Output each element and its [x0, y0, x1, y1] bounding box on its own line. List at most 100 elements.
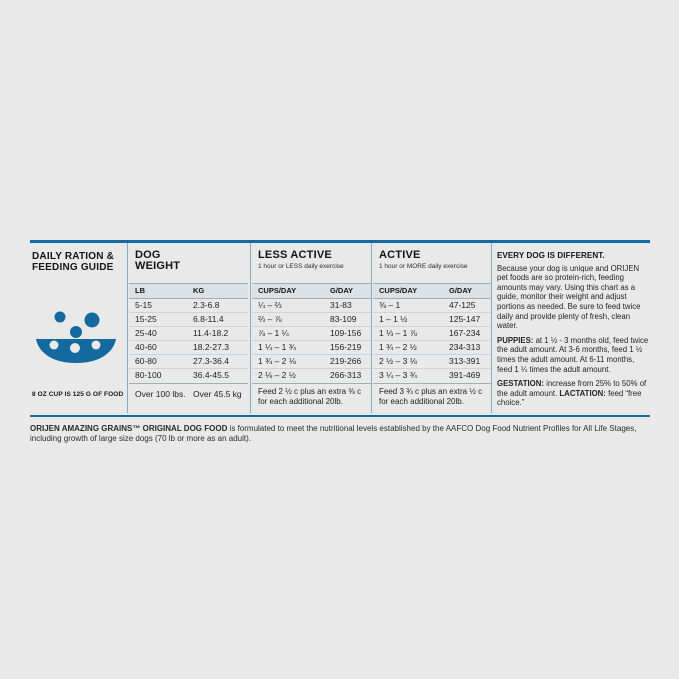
gestation-text: increase from 25% to 50% of the adult am… [497, 379, 647, 398]
cell-kg: 2.3-6.8 [193, 300, 220, 310]
cell-lb: 25-40 [135, 328, 157, 338]
top-rule [30, 240, 650, 243]
col-header-g-day: G/DAY [449, 286, 473, 295]
vertical-divider [127, 243, 128, 413]
vertical-divider [250, 243, 251, 413]
over-100-row: Over 100 lbs. Over 45.5 kg [129, 383, 248, 399]
cell-kg: 27.3-36.4 [193, 356, 229, 366]
cell-lb: 40-60 [135, 342, 157, 352]
dog-weight-title: DOG WEIGHT [135, 250, 248, 272]
cell-cups: 1 ¾ – 2 ½ [379, 342, 417, 352]
vertical-divider [491, 243, 492, 413]
less-active-header: LESS ACTIVE 1 hour or LESS daily exercis… [252, 243, 371, 283]
col-header-lb: LB [135, 286, 145, 295]
cell-kg: 18.2-27.3 [193, 342, 229, 352]
guide-title-line1: DAILY RATION & [32, 251, 115, 262]
cell-lb: 60-80 [135, 356, 157, 366]
cell-grams: 234-313 [449, 342, 481, 352]
table-row: ⅞ – 1 ¼ 109-156 [252, 327, 371, 341]
cell-cups: 3 ¼ – 3 ¾ [379, 370, 417, 380]
puppies-text: at 1 ½ - 3 months old, feed twice the ad… [497, 335, 649, 374]
weight-subheader-row: LB KG [129, 283, 248, 299]
table-row: ⅔ – ⅞ 83-109 [252, 313, 371, 327]
cell-kg: 36.4-45.5 [193, 370, 229, 380]
table-row: ⅜ – 1 47-125 [373, 299, 491, 313]
less-active-over-note: Feed 2 ½ c plus an extra ⅜ c for each ad… [252, 383, 371, 407]
cell-cups: 1 ¼ – 1 ¾ [258, 342, 296, 352]
table-row: 1 ¼ – 1 ¾ 156-219 [252, 341, 371, 355]
guide-title-line2: FEEDING GUIDE [32, 262, 114, 273]
feeding-guide-body: DAILY RATION & FEEDING GUIDE 8 OZ CUP IS… [30, 243, 650, 415]
table-row: 1 ¾ – 2 ⅛ 219-266 [252, 355, 371, 369]
guide-title: DAILY RATION & FEEDING GUIDE [32, 251, 114, 273]
feeding-guide-panel: DAILY RATION & FEEDING GUIDE 8 OZ CUP IS… [30, 240, 650, 444]
aafco-text: is formulated to meet the nutritional le… [30, 424, 637, 443]
col-header-cups-day: CUPS/DAY [379, 286, 418, 295]
table-row: 1 ¾ – 2 ½ 234-313 [373, 341, 491, 355]
active-header: ACTIVE 1 hour or MORE daily exercise [373, 243, 491, 283]
table-row: 2 ½ – 3 ⅛ 313-391 [373, 355, 491, 369]
cup-measure-note: 8 OZ CUP IS 125 G OF FOOD [32, 391, 124, 398]
active-subheader-row: CUPS/DAY G/DAY [373, 283, 491, 299]
cell-grams: 125-147 [449, 314, 481, 324]
cell-grams: 313-391 [449, 356, 481, 366]
info-intro: Because your dog is unique and ORIJEN pe… [497, 263, 641, 331]
table-row: 80-100 36.4-45.5 [129, 369, 248, 383]
less-active-subtitle: 1 hour or LESS daily exercise [258, 263, 344, 270]
guide-label-column: DAILY RATION & FEEDING GUIDE 8 OZ CUP IS… [30, 243, 125, 413]
less-active-column: LESS ACTIVE 1 hour or LESS daily exercis… [252, 243, 371, 407]
dog-weight-title-line1: DOG [135, 249, 161, 261]
cell-cups: ⅜ – 1 [379, 300, 401, 310]
puppies-label: PUPPIES: [497, 335, 534, 345]
info-heading: EVERY DOG IS DIFFERENT. [497, 251, 605, 260]
table-row: ¼ – ⅔ 31-83 [252, 299, 371, 313]
active-subtitle: 1 hour or MORE daily exercise [379, 263, 468, 270]
lactation-label: LACTATION: [559, 388, 606, 398]
dog-weight-header: DOG WEIGHT [129, 243, 248, 283]
cell-grams: 391-469 [449, 370, 481, 380]
table-row: 25-40 11.4-18.2 [129, 327, 248, 341]
lactation-text: feed “free choice.” [497, 388, 642, 408]
active-column: ACTIVE 1 hour or MORE daily exercise CUP… [373, 243, 491, 407]
less-active-subheader-row: CUPS/DAY G/DAY [252, 283, 371, 299]
cell-grams: 83-109 [330, 314, 357, 324]
table-row: 1 – 1 ½ 125-147 [373, 313, 491, 327]
cell-grams: 31-83 [330, 300, 352, 310]
cell-grams: 219-266 [330, 356, 362, 366]
cell-grams: 167-234 [449, 328, 481, 338]
cell-cups: ⅞ – 1 ¼ [258, 328, 289, 338]
cell-cups: 2 ½ – 3 ⅛ [379, 356, 417, 366]
cell-over-lb: Over 100 lbs. [135, 389, 186, 399]
cell-cups: ⅔ – ⅞ [258, 314, 282, 324]
dog-weight-column: DOG WEIGHT LB KG 5-15 2.3-6.8 15-25 6.8-… [129, 243, 248, 399]
col-header-kg: KG [193, 286, 205, 295]
table-row: 15-25 6.8-11.4 [129, 313, 248, 327]
kibble-bowl-icon [34, 307, 118, 370]
cell-grams: 47-125 [449, 300, 476, 310]
info-column: EVERY DOG IS DIFFERENT. Because your dog… [497, 251, 650, 413]
cell-cups: 1 ¾ – 2 ⅛ [258, 356, 296, 366]
table-row: 5-15 2.3-6.8 [129, 299, 248, 313]
col-header-g-day: G/DAY [330, 286, 354, 295]
cell-cups: 1 – 1 ½ [379, 314, 408, 324]
vertical-divider [371, 243, 372, 413]
cell-over-kg: Over 45.5 kg [193, 389, 242, 399]
cell-lb: 15-25 [135, 314, 157, 324]
active-over-note: Feed 3 ¾ c plus an extra ½ c for each ad… [373, 383, 491, 407]
cell-cups: 1 ⅓ – 1 ⅞ [379, 328, 417, 338]
cell-kg: 6.8-11.4 [193, 314, 224, 324]
table-row: 60-80 27.3-36.4 [129, 355, 248, 369]
bottom-rule [30, 415, 650, 417]
table-row: 40-60 18.2-27.3 [129, 341, 248, 355]
aafco-statement: ORIJEN AMAZING GRAINS™ ORIGINAL DOG FOOD… [30, 424, 650, 444]
gestation-label: GESTATION: [497, 379, 544, 389]
active-title: ACTIVE [379, 249, 421, 261]
col-header-cups-day: CUPS/DAY [258, 286, 297, 295]
table-row: 1 ⅓ – 1 ⅞ 167-234 [373, 327, 491, 341]
cell-lb: 5-15 [135, 300, 153, 310]
cell-cups: 2 ⅛ – 2 ½ [258, 370, 296, 380]
cell-kg: 11.4-18.2 [193, 328, 229, 338]
cell-grams: 109-156 [330, 328, 362, 338]
table-row: 3 ¼ – 3 ¾ 391-469 [373, 369, 491, 383]
